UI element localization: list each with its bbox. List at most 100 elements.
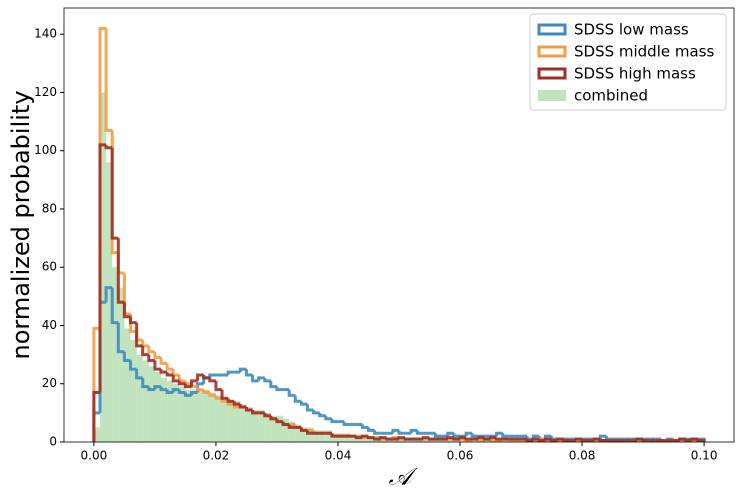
x-tick-label: 0.04 [325, 449, 352, 463]
hist-bar [313, 430, 320, 442]
hist-step [196, 386, 204, 392]
hist-step [208, 377, 216, 383]
legend-swatch [538, 90, 566, 101]
hist-step [214, 395, 223, 400]
hist-step [397, 436, 406, 440]
hist-step [299, 401, 308, 406]
hist-step [177, 380, 186, 386]
hist-bar [289, 421, 296, 442]
hist-bar [148, 366, 155, 442]
hist-step [458, 436, 467, 440]
hist-step [141, 377, 149, 389]
hist-step [177, 389, 186, 394]
hist-step [251, 409, 259, 415]
hist-step [318, 412, 326, 418]
hist-step [489, 436, 497, 440]
hist-step [360, 424, 369, 429]
hist-step [379, 436, 387, 440]
legend-swatch [537, 45, 567, 58]
hist-step [330, 418, 338, 424]
hist-step [452, 433, 461, 438]
hist-bar [319, 430, 326, 442]
hist-step [135, 322, 143, 348]
hist-step [452, 437, 461, 441]
legend-label: SDSS high mass [574, 65, 696, 83]
hist-step [696, 439, 706, 443]
hist-bar [246, 407, 253, 442]
y-axis-label: normalized probability [7, 90, 35, 359]
hist-step [98, 143, 107, 393]
hist-step [464, 437, 473, 441]
hist-step [604, 436, 613, 441]
hist-step [232, 401, 241, 406]
x-tick-label: 0.10 [691, 449, 718, 463]
hist-step [397, 430, 406, 435]
hist-step [495, 431, 503, 437]
hist-step [263, 412, 271, 418]
legend-label: SDSS low mass [574, 21, 689, 39]
hist-step [153, 351, 162, 360]
hist-step [275, 386, 284, 392]
hist-step [403, 437, 412, 441]
legend-label: SDSS middle mass [574, 43, 714, 61]
x-tick-label: 0.06 [447, 449, 474, 463]
hist-step [550, 439, 558, 443]
hist-bar [136, 354, 143, 442]
hist-step [116, 322, 125, 354]
hist-step [147, 354, 155, 362]
hist-step [159, 386, 168, 392]
hist-step [244, 407, 253, 412]
hist-bar [142, 360, 149, 442]
hist-bar [325, 430, 332, 442]
hist-step [690, 437, 698, 441]
hist-bar [301, 427, 308, 442]
hist-bar [130, 340, 137, 442]
hist-step [159, 357, 168, 365]
y-tick-label: 80 [42, 201, 57, 215]
hist-bar [350, 434, 357, 442]
hist-step [562, 439, 570, 443]
hist-step [147, 386, 155, 392]
hist-step [354, 436, 363, 440]
hist-step [482, 437, 491, 441]
hist-step [135, 369, 143, 380]
hist-step [226, 370, 235, 376]
x-tick-label: 0.00 [81, 449, 108, 463]
hist-bar [100, 92, 107, 443]
hist-bar [179, 386, 186, 442]
hist-step [501, 433, 509, 438]
hist-step [238, 367, 247, 373]
hist-bar [222, 398, 229, 442]
hist-step [116, 238, 125, 304]
hist-step [464, 431, 473, 437]
hist-step [287, 424, 296, 429]
hist-bar [258, 409, 265, 442]
hist-step [257, 376, 265, 381]
hist-step [110, 147, 119, 240]
hist-step [251, 375, 259, 383]
hist-step [592, 437, 601, 441]
hist-step [324, 415, 332, 421]
hist-step [312, 409, 320, 415]
hist-bar [276, 415, 284, 442]
hist-step [415, 430, 424, 435]
hist-step [366, 436, 375, 440]
hist-step [129, 360, 137, 371]
hist-bar [185, 389, 192, 442]
hist-bar [264, 412, 271, 442]
hist-step [104, 28, 113, 132]
y-tick-label: 20 [42, 376, 57, 390]
y-tick-label: 0 [49, 435, 57, 449]
hist-step [409, 428, 418, 434]
hist-step [580, 439, 589, 443]
hist-bar [215, 395, 223, 442]
hist-bar [106, 162, 113, 442]
hist-step [122, 351, 131, 362]
hist-step [177, 375, 186, 383]
hist-step [470, 433, 479, 438]
hist-step [171, 375, 180, 383]
hist-step [122, 302, 131, 319]
hist-bar [173, 383, 180, 442]
hist-step [190, 390, 198, 396]
